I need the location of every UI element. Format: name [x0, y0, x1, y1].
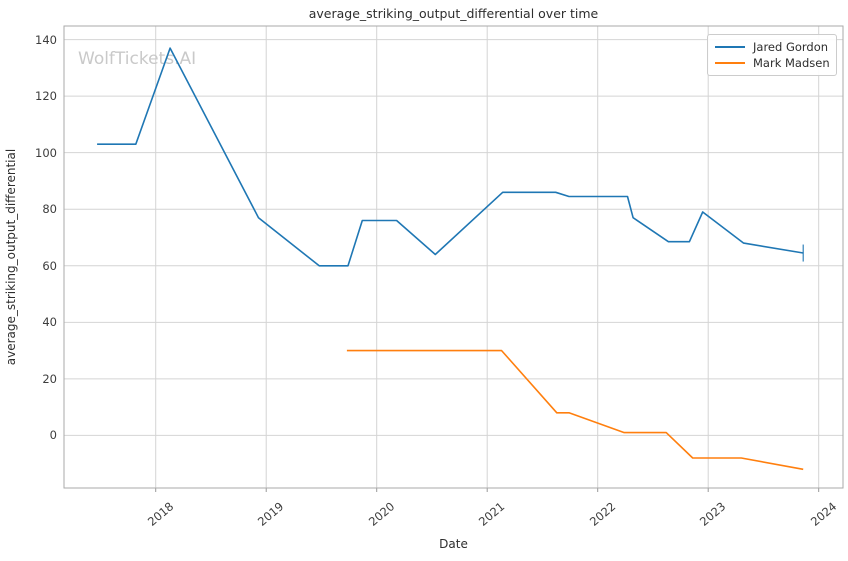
legend-label: Jared Gordon: [753, 40, 829, 54]
chart-title: average_striking_output_differential ove…: [308, 6, 599, 21]
x-axis-label: Date: [439, 537, 468, 551]
legend: Jared Gordon Mark Madsen: [707, 34, 837, 76]
y-tick-label-40: 40: [42, 315, 57, 330]
y-tick-label-100: 100: [35, 145, 57, 160]
watermark-text: WolfTickets.AI: [78, 49, 196, 69]
y-tick-label-80: 80: [42, 202, 57, 217]
series-layer: [97, 47, 804, 471]
series-line-mark-madsen: [346, 349, 804, 471]
legend-item-mark-madsen: Mark Madsen: [708, 55, 836, 71]
grid-layer: [63, 25, 844, 492]
legend-line-swatch: [715, 45, 745, 49]
y-tick-label-0: 0: [49, 428, 57, 443]
y-tick-label-120: 120: [35, 89, 57, 104]
y-tick-label-140: 140: [35, 32, 57, 47]
y-tick-label-60: 60: [42, 258, 57, 273]
legend-label: Mark Madsen: [753, 56, 830, 70]
plot-border: [63, 25, 844, 489]
y-axis-label: average_striking_output_differential: [4, 148, 18, 366]
series-line-jared-gordon: [97, 47, 804, 267]
y-tick-label-20: 20: [42, 371, 57, 386]
legend-item-jared-gordon: Jared Gordon: [708, 39, 836, 55]
legend-line-swatch: [715, 61, 745, 65]
